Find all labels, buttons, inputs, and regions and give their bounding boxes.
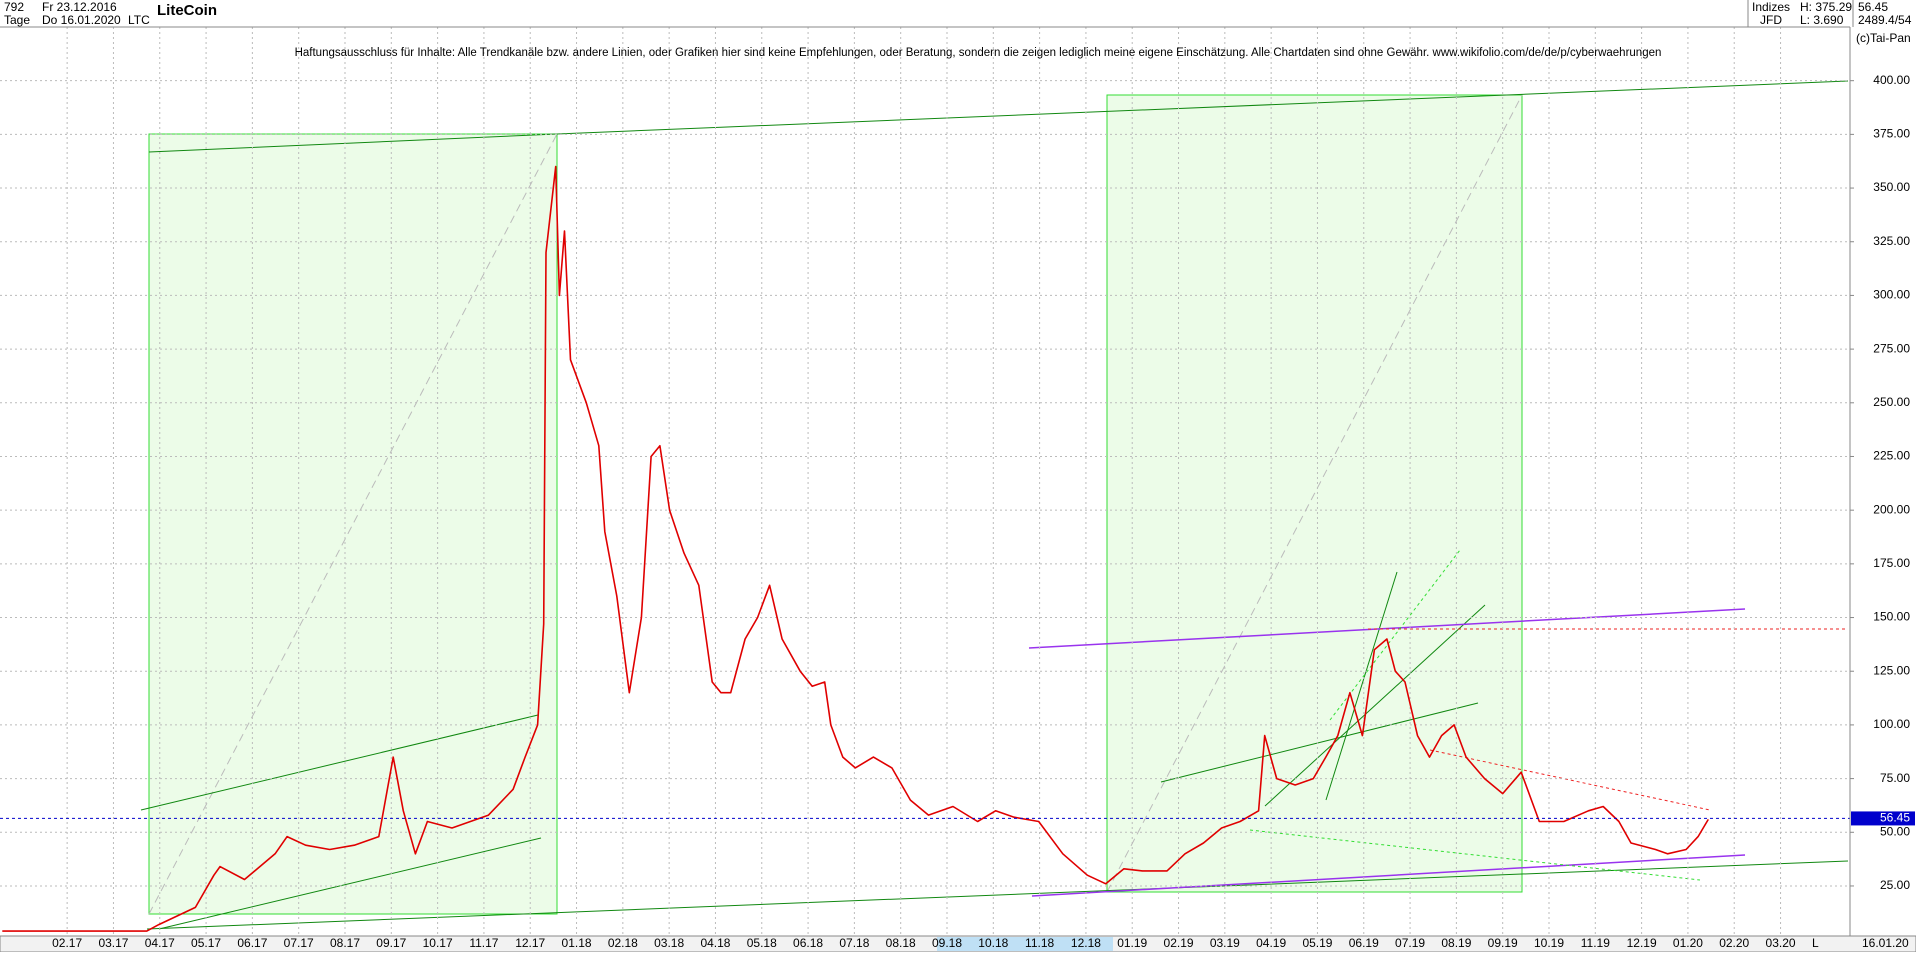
- x-tick-label: 07.18: [839, 936, 869, 950]
- x-tick-label: 11.19: [1581, 936, 1610, 950]
- y-tick-label: 125.00: [1873, 663, 1910, 677]
- x-tick-label: 02.17: [52, 936, 82, 950]
- x-tick-label: 08.19: [1441, 936, 1471, 950]
- price: 56.45: [1858, 0, 1888, 14]
- x-tick-label: 02.19: [1164, 936, 1194, 950]
- diagonal: [148, 133, 558, 915]
- trend-line: [158, 837, 542, 930]
- x-tick-label: 09.19: [1488, 936, 1518, 950]
- plot: [0, 165, 1850, 932]
- scale-mode: L: [1812, 936, 1819, 950]
- x-tick-label: 03.19: [1210, 936, 1240, 950]
- x-tick-label: 04.18: [700, 936, 730, 950]
- x-tick-label: 06.19: [1349, 936, 1379, 950]
- start-date: Fr 23.12.2016: [42, 0, 117, 14]
- y-tick-label: 250.00: [1873, 395, 1910, 409]
- trend-line: [556, 80, 1849, 135]
- x-tick-label: 06.17: [237, 936, 267, 950]
- x-tick-label: 05.19: [1302, 936, 1332, 950]
- symbol: LTC: [128, 13, 150, 27]
- x-tick-label: 03.17: [98, 936, 128, 950]
- x-tick-label: 12.18: [1071, 936, 1101, 950]
- y-tick-label: 175.00: [1873, 556, 1910, 570]
- y-tick-label: 100.00: [1873, 717, 1910, 731]
- copyright: (c)Tai-Pan: [1856, 31, 1911, 45]
- x-tick-label: 08.17: [330, 936, 360, 950]
- x-tick-label: 04.19: [1256, 936, 1286, 950]
- x-tick-label: 02.18: [608, 936, 638, 950]
- y-tick-label: 150.00: [1873, 610, 1910, 624]
- grid: [0, 27, 1850, 936]
- y-tick-label: 225.00: [1873, 449, 1910, 463]
- y-tick-label: 25.00: [1880, 878, 1910, 892]
- x-tick-label: 10.19: [1534, 936, 1564, 950]
- header-id: 792: [4, 0, 24, 14]
- y-tick-label: 375.00: [1873, 127, 1910, 141]
- header-bar: [0, 0, 1916, 27]
- purple-line: [1031, 854, 1746, 897]
- period: Tage: [4, 13, 30, 27]
- y-tick-label: 50.00: [1880, 824, 1910, 838]
- x-tick-label: 10.18: [978, 936, 1008, 950]
- trend-line: [148, 133, 558, 153]
- source: JFD: [1760, 13, 1782, 27]
- current-price-box: [1851, 811, 1915, 826]
- volume: 2489.4/54: [1858, 13, 1912, 27]
- x-tick-label: 01.19: [1117, 936, 1147, 950]
- disclaimer: Haftungsausschluss für Inhalte: Alle Tre…: [295, 47, 1662, 59]
- x-tick-label: 10.17: [423, 936, 453, 950]
- y-tick-label: 275.00: [1873, 341, 1910, 355]
- trend-line: [1160, 702, 1479, 783]
- low: L: 3.690: [1800, 13, 1844, 27]
- y-tick-label: 400.00: [1873, 73, 1910, 87]
- x-tick-label: 04.17: [145, 936, 175, 950]
- x-tick-label: 12.17: [515, 936, 545, 950]
- x-tick-label: 05.18: [747, 936, 777, 950]
- x-tick-label: 08.18: [886, 936, 916, 950]
- x-tick-label: 01.18: [562, 936, 592, 950]
- x-tick-label: 01.20: [1673, 936, 1703, 950]
- x-tick-label: 09.18: [932, 936, 962, 950]
- last-date: 16.01.20: [1862, 936, 1909, 950]
- drawings: [140, 80, 1849, 930]
- y-tick-label: 325.00: [1873, 234, 1910, 248]
- end-date: Do 16.01.2020: [42, 13, 121, 27]
- x-tick-label: 03.18: [654, 936, 684, 950]
- x-tick-label: 06.18: [793, 936, 823, 950]
- group: Indizes: [1752, 0, 1790, 14]
- current-price-label: 56.45: [1880, 811, 1910, 825]
- price-line: [2, 165, 1709, 932]
- y-tick-label: 200.00: [1873, 502, 1910, 516]
- chart-title: LiteCoin: [157, 2, 217, 19]
- x-tick-label: 05.17: [191, 936, 221, 950]
- x-tick-label: 11.17: [469, 936, 498, 950]
- trend-line: [146, 860, 1849, 930]
- x-tick-label: 07.19: [1395, 936, 1425, 950]
- high: H: 375.29: [1800, 0, 1852, 14]
- trend-line: [1264, 604, 1486, 807]
- y-tick-label: 300.00: [1873, 288, 1910, 302]
- x-tick-label: 03.20: [1766, 936, 1796, 950]
- trend-line: [1325, 571, 1398, 801]
- y-tick-label: 75.00: [1880, 771, 1910, 785]
- x-tick-label: 07.17: [284, 936, 314, 950]
- x-axis-highlight: [937, 937, 1113, 951]
- diagonal: [1106, 94, 1523, 893]
- x-tick-label: 09.17: [376, 936, 406, 950]
- y-tick-label: 350.00: [1873, 180, 1910, 194]
- trend-line: [140, 714, 539, 811]
- x-tick-label: 12.19: [1627, 936, 1657, 950]
- x-tick-label: 02.20: [1719, 936, 1749, 950]
- x-tick-label: 11.18: [1025, 936, 1054, 950]
